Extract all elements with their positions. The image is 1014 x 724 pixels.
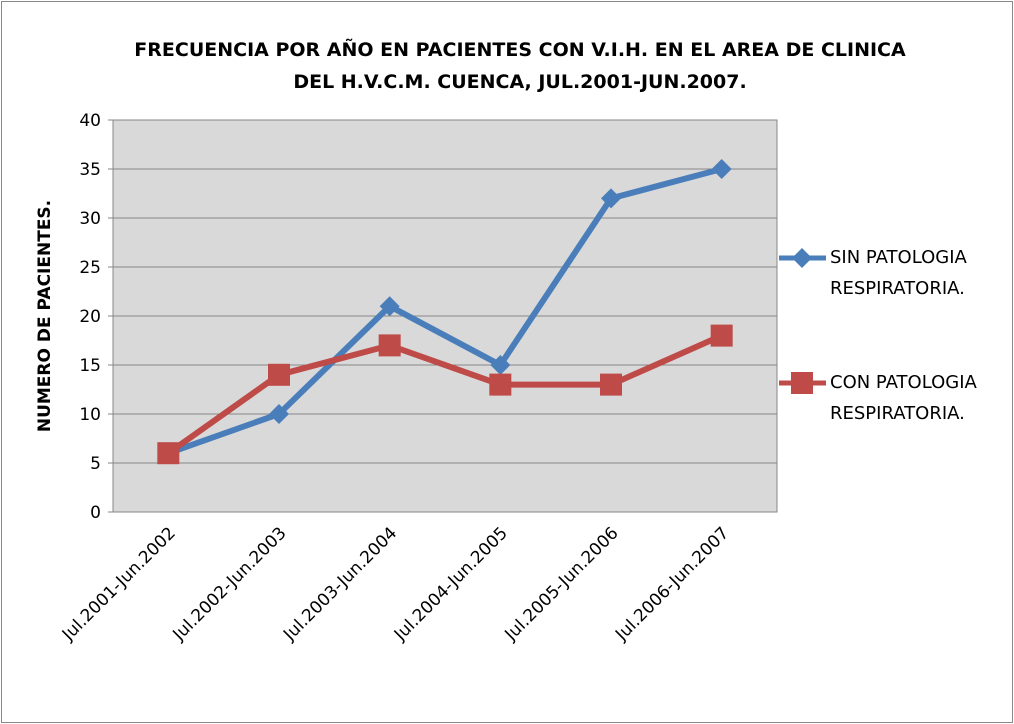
- y-tick-label: 30: [79, 209, 101, 229]
- x-tick-label: Jul.2006-Jun.2007: [611, 523, 733, 645]
- legend-label: CON PATOLOGIA RESPIRATORIA.: [830, 372, 977, 424]
- point: [792, 248, 812, 268]
- y-tick-label: 35: [79, 160, 101, 180]
- point: [269, 404, 289, 424]
- point: [268, 363, 290, 386]
- point: [600, 373, 622, 396]
- chart-title: FRECUENCIA POR AÑO EN PACIENTES CON V.I.…: [134, 39, 906, 93]
- y-tick-label: 25: [79, 258, 101, 278]
- x-tick-label: Jul.2002-Jun.2003: [169, 523, 291, 645]
- y-tick-label: 0: [90, 503, 101, 523]
- y-tick-label: 5: [90, 454, 101, 474]
- x-tick-label: Jul.2004-Jun.2005: [390, 523, 512, 645]
- series-line: [167, 166, 723, 457]
- y-axis-label: NUMERO DE PACIENTES.: [35, 200, 55, 432]
- y-tick-label: 15: [79, 356, 101, 376]
- point: [379, 296, 400, 317]
- y-tick-label: 20: [79, 307, 101, 327]
- series-line: [166, 332, 723, 456]
- x-tick-label: Jul.2003-Jun.2004: [279, 523, 401, 645]
- point: [378, 334, 401, 357]
- y-tick-label: 40: [79, 111, 101, 131]
- point: [711, 159, 732, 179]
- point: [710, 324, 733, 347]
- y-tick-label: 10: [79, 405, 101, 425]
- point: [791, 372, 813, 394]
- x-tick-label: Jul.2001-Jun.2002: [58, 523, 180, 645]
- x-tick-label: Jul.2005-Jun.2006: [501, 523, 623, 645]
- point: [490, 355, 511, 375]
- point: [601, 188, 621, 209]
- point: [489, 373, 512, 396]
- point: [157, 442, 180, 465]
- legend-label: SIN PATOLOGIA RESPIRATORIA.: [830, 247, 967, 299]
